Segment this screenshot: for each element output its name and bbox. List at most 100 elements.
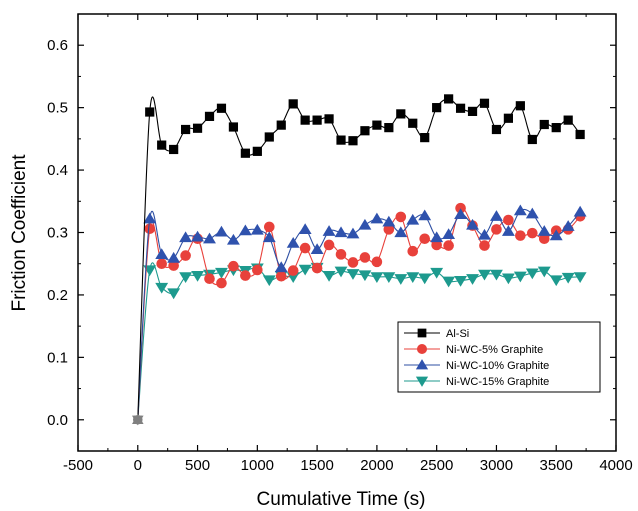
data-point bbox=[204, 273, 215, 284]
data-point bbox=[501, 273, 515, 285]
data-point bbox=[455, 103, 466, 113]
data-point bbox=[382, 272, 396, 283]
data-point bbox=[466, 218, 479, 230]
x-tick-label: 500 bbox=[185, 457, 210, 474]
y-tick-label: 0.3 bbox=[47, 225, 68, 242]
data-point bbox=[336, 135, 346, 145]
data-point bbox=[383, 224, 395, 235]
data-point bbox=[384, 123, 394, 133]
legend-label: Ni-WC-15% Graphite bbox=[446, 376, 549, 388]
data-point bbox=[298, 223, 312, 234]
data-point bbox=[250, 223, 264, 235]
y-tick-label: 0.2 bbox=[47, 287, 68, 304]
data-point bbox=[549, 229, 563, 241]
series-layer bbox=[131, 94, 587, 426]
data-point bbox=[335, 249, 347, 260]
data-point bbox=[575, 129, 585, 140]
data-point bbox=[561, 220, 575, 231]
legend-box bbox=[397, 321, 601, 393]
data-point bbox=[240, 148, 250, 158]
x-tick-label: 2000 bbox=[360, 457, 393, 474]
data-point bbox=[454, 208, 468, 220]
data-point bbox=[252, 146, 262, 156]
data-point bbox=[238, 224, 252, 236]
data-point bbox=[215, 267, 228, 279]
data-point bbox=[501, 225, 515, 236]
legend-item: Al-Si bbox=[404, 328, 469, 340]
series-0 bbox=[137, 94, 585, 420]
data-point bbox=[143, 212, 157, 224]
data-point bbox=[370, 212, 384, 224]
data-point bbox=[228, 260, 239, 272]
data-point bbox=[513, 271, 527, 283]
data-point bbox=[538, 233, 550, 245]
y-axis-title: Friction Coefficient bbox=[9, 154, 30, 312]
data-point bbox=[371, 256, 383, 268]
data-point bbox=[513, 204, 527, 216]
y-tick-label: 0.6 bbox=[47, 37, 68, 54]
data-point bbox=[525, 268, 539, 280]
data-point bbox=[264, 132, 274, 142]
data-point bbox=[537, 225, 551, 236]
legend-label: Ni-WC-10% Graphite bbox=[446, 360, 549, 372]
data-point bbox=[418, 273, 432, 285]
x-tick-label: 4000 bbox=[599, 457, 632, 474]
data-point bbox=[263, 221, 275, 233]
x-tick-label: 1500 bbox=[300, 457, 333, 474]
data-point bbox=[430, 231, 444, 243]
data-point bbox=[334, 226, 348, 238]
data-point bbox=[442, 228, 456, 239]
x-axis-title: Cumulative Time (s) bbox=[257, 489, 426, 510]
data-point bbox=[406, 213, 420, 225]
data-point bbox=[539, 119, 549, 130]
data-point bbox=[549, 275, 563, 287]
data-point bbox=[408, 118, 418, 128]
data-point bbox=[394, 274, 408, 285]
data-point bbox=[573, 205, 587, 217]
data-point bbox=[418, 209, 432, 221]
data-point bbox=[179, 272, 193, 283]
y-tick-label: 0.0 bbox=[47, 412, 68, 429]
data-point bbox=[155, 282, 169, 294]
data-point bbox=[300, 115, 310, 125]
data-point bbox=[298, 264, 312, 276]
data-point bbox=[442, 276, 456, 288]
data-point bbox=[372, 120, 382, 130]
data-point bbox=[181, 124, 191, 135]
legend: Al-Si Ni-WC-5% Graphite Ni-WC-10% Graphite… bbox=[397, 321, 601, 393]
data-point bbox=[491, 124, 502, 135]
data-point bbox=[322, 225, 336, 236]
data-point bbox=[191, 270, 204, 282]
data-point bbox=[515, 101, 525, 111]
legend-marker bbox=[417, 328, 427, 338]
data-point bbox=[228, 122, 239, 132]
data-point bbox=[204, 111, 215, 121]
data-point bbox=[215, 225, 228, 237]
data-point bbox=[286, 236, 300, 248]
data-point bbox=[262, 231, 276, 243]
data-point bbox=[155, 248, 169, 259]
data-point bbox=[478, 228, 491, 240]
data-point bbox=[169, 144, 179, 155]
data-point bbox=[455, 202, 466, 214]
data-point bbox=[131, 415, 144, 426]
data-point bbox=[359, 252, 371, 263]
data-point bbox=[157, 140, 167, 150]
data-point bbox=[479, 98, 490, 108]
data-point bbox=[334, 266, 348, 278]
data-point bbox=[144, 223, 156, 235]
data-point bbox=[360, 126, 370, 136]
series-2 bbox=[137, 204, 587, 420]
data-point bbox=[346, 269, 360, 280]
data-point bbox=[537, 266, 551, 278]
y-tick-label: 0.5 bbox=[47, 100, 68, 117]
legend-item: Ni-WC-15% Graphite bbox=[404, 376, 549, 388]
x-tick-label: 3500 bbox=[540, 457, 573, 474]
data-point bbox=[323, 239, 335, 251]
x-tick-label: 1000 bbox=[241, 457, 274, 474]
data-point bbox=[561, 272, 575, 284]
legend-label: Al-Si bbox=[446, 328, 469, 340]
data-point bbox=[288, 99, 298, 109]
data-point bbox=[419, 233, 431, 245]
